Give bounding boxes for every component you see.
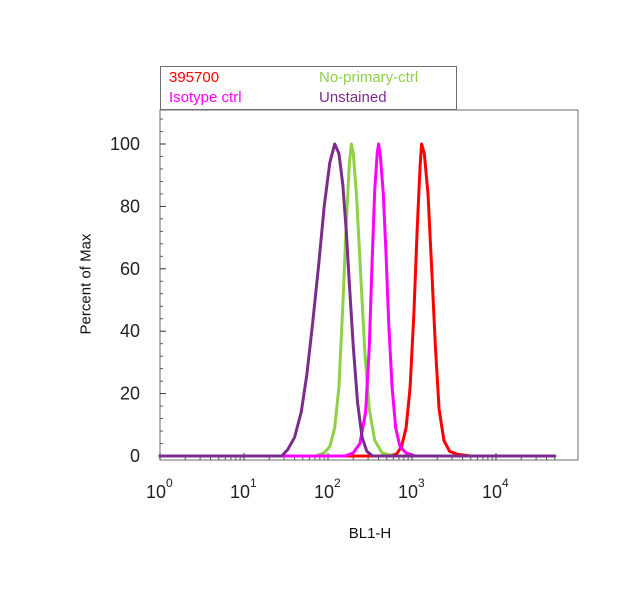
legend: 395700 No-primary-ctrl Isotype ctrl Unst… [160, 66, 457, 110]
x-tick-label-exponent: 2 [334, 476, 341, 490]
series-line-395700 [158, 142, 557, 458]
y-tick-label: 40 [120, 321, 140, 341]
legend-entry-no-primary-ctrl: No-primary-ctrl [319, 69, 419, 86]
y-tick-label: 100 [110, 134, 140, 154]
y-tick-label: 20 [120, 384, 140, 404]
x-tick-label: 10 [398, 482, 418, 502]
x-tick-label: 10 [314, 482, 334, 502]
x-tick-label: 10 [146, 482, 166, 502]
x-tick-label: 10 [230, 482, 250, 502]
series-line-unstained [158, 142, 557, 458]
y-axis-label: Percent of Max [77, 233, 95, 335]
x-tick-label-exponent: 4 [502, 476, 509, 490]
legend-entry-395700: 395700 [169, 69, 220, 86]
legend-entry-unstained: Unstained [319, 89, 387, 106]
x-tick-label-exponent: 1 [250, 476, 257, 490]
legend-entry-isotype-ctrl: Isotype ctrl [169, 89, 242, 106]
x-tick-label: 10 [482, 482, 502, 502]
x-tick-label-exponent: 0 [166, 476, 173, 490]
y-tick-label: 60 [120, 259, 140, 279]
y-tick-label: 0 [130, 446, 140, 466]
plot-frame [159, 109, 579, 461]
series-line-isotype-ctrl [158, 142, 557, 458]
x-axis-label: BL1-H [348, 525, 392, 542]
x-tick-label-exponent: 3 [418, 476, 425, 490]
series-line-no-primary-ctrl [158, 142, 557, 458]
y-tick-label: 80 [120, 196, 140, 216]
